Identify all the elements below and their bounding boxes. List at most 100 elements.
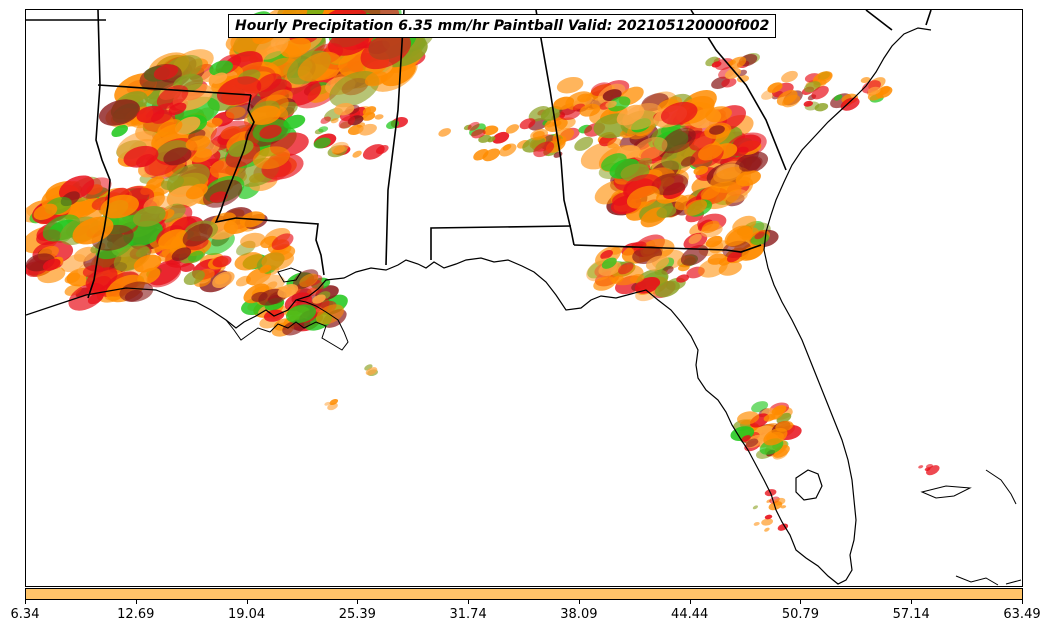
precip-blob <box>313 137 331 149</box>
precip-blob <box>438 128 451 137</box>
colorbar-tick-label: 25.39 <box>338 607 376 622</box>
precip-blob <box>680 156 696 167</box>
precip-blob <box>709 125 725 135</box>
colorbar-tick <box>25 600 26 604</box>
precip-blob <box>180 263 195 272</box>
precip-blob <box>724 67 742 80</box>
precip-blob <box>777 523 789 531</box>
lake-pontchartrain <box>277 267 302 283</box>
precip-blob <box>209 60 233 76</box>
precip-blob <box>814 103 829 112</box>
precip-blob <box>860 77 871 83</box>
precip-blob <box>771 405 787 416</box>
precip-blob <box>85 275 112 296</box>
precip-blob <box>297 51 341 82</box>
precip-blob <box>482 148 501 162</box>
precip-blob <box>764 514 773 520</box>
precip-blob <box>739 156 763 172</box>
colorbar-tick <box>1022 600 1023 604</box>
precip-blob <box>182 223 213 247</box>
precip-blob <box>867 86 881 95</box>
precip-blob <box>157 119 183 138</box>
colorbar-tick <box>578 600 580 604</box>
colorbar-tick <box>357 600 359 604</box>
precip-blob <box>330 141 349 154</box>
precip-blob <box>803 100 814 107</box>
precip-blob <box>676 274 690 283</box>
precip-blob <box>64 272 81 284</box>
precip-blob <box>212 271 235 289</box>
precip-blob <box>153 64 179 81</box>
precip-blob <box>761 518 774 526</box>
precip-blob <box>283 114 306 129</box>
precip-blob <box>593 276 616 291</box>
precip-blob <box>840 97 860 111</box>
precip-blob <box>764 527 770 532</box>
paintball-precip-layer <box>26 10 940 532</box>
precip-blob <box>123 145 159 168</box>
precip-blob <box>471 129 486 139</box>
precip-blob <box>833 94 843 101</box>
precip-blob <box>767 82 783 93</box>
precip-blob <box>360 32 412 70</box>
precip-blob <box>753 521 760 526</box>
precip-blob <box>87 293 104 305</box>
precip-blob <box>726 251 742 263</box>
precip-blob <box>33 203 58 220</box>
precip-blob <box>312 294 326 304</box>
lake-okeechobee <box>795 469 823 501</box>
precip-blob <box>721 77 737 88</box>
precip-blob <box>610 245 624 255</box>
precip-blob <box>556 76 584 94</box>
precip-blob <box>318 126 329 133</box>
map-boundaries <box>26 27 1022 586</box>
precip-blob <box>579 103 601 117</box>
precip-blob <box>660 101 698 125</box>
precip-blob <box>629 274 645 283</box>
precip-blob <box>210 72 228 84</box>
precip-blob <box>320 116 331 124</box>
precip-blob <box>338 115 356 129</box>
precip-blob <box>185 135 211 151</box>
precip-blob <box>918 465 924 469</box>
precip-blob <box>577 93 592 103</box>
precip-blob <box>645 255 670 271</box>
precip-blob <box>684 199 708 216</box>
precip-blob <box>724 225 752 247</box>
precip-blob <box>811 86 829 100</box>
precip-blob <box>467 121 480 131</box>
border-al-ga <box>535 10 575 246</box>
precip-blob <box>259 264 272 274</box>
precip-blob <box>285 304 317 324</box>
colorbar-tick <box>911 600 913 604</box>
precip-blob <box>259 124 282 139</box>
precip-blob <box>728 56 747 69</box>
colorbar-tick-label: 38.09 <box>560 607 598 622</box>
precip-blob <box>651 173 689 196</box>
precip-blob <box>365 367 378 376</box>
precip-blob <box>158 229 188 250</box>
precip-blob <box>228 139 254 157</box>
precip-blob <box>492 131 510 144</box>
precip-blob <box>175 116 201 135</box>
precip-blob <box>773 497 786 506</box>
precip-blob <box>735 170 761 187</box>
precip-blob <box>374 114 384 120</box>
precip-blob <box>741 244 764 260</box>
precip-blob <box>225 106 246 119</box>
precip-blob <box>600 249 613 260</box>
precip-blob <box>711 61 722 68</box>
precip-blob <box>136 105 165 123</box>
precip-blob <box>607 138 622 149</box>
precip-blob <box>780 505 787 509</box>
precip-blob <box>261 250 294 271</box>
precip-blob <box>632 137 668 161</box>
precip-blob <box>680 244 709 266</box>
precip-blob <box>249 105 281 125</box>
precip-blob <box>235 275 252 287</box>
map-frame <box>25 9 1023 587</box>
precip-blob <box>499 143 517 157</box>
precip-blob <box>605 100 617 109</box>
colorbar-tick <box>246 600 248 604</box>
bahamas <box>920 469 1017 505</box>
